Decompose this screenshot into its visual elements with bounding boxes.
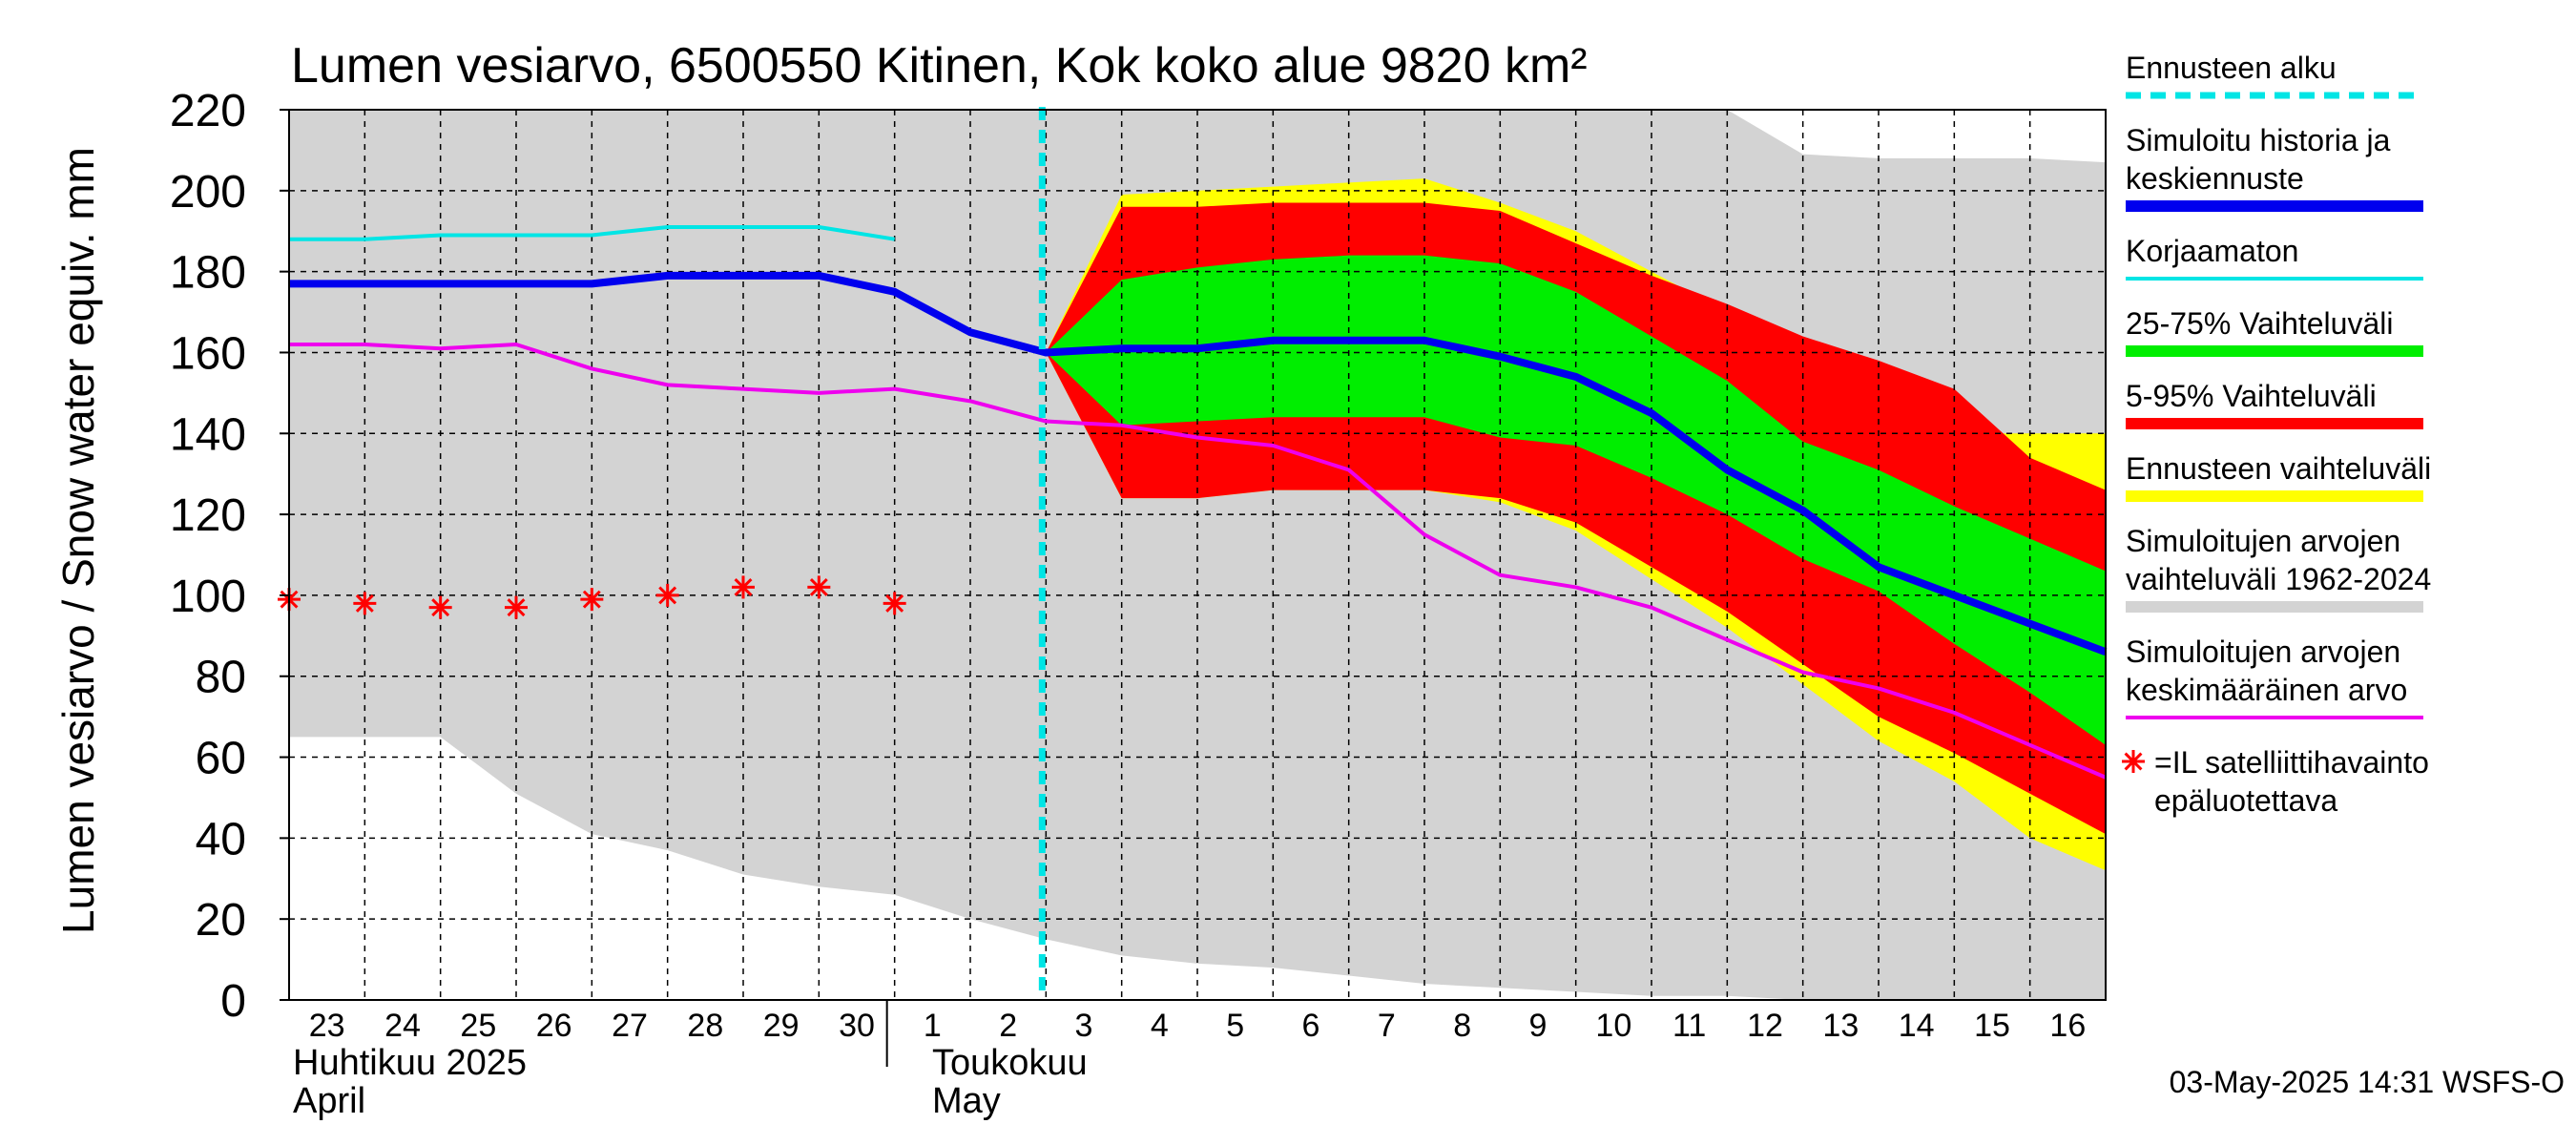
legend-label: Simuloitu historia ja — [2126, 123, 2391, 157]
x-tick-label: 27 — [612, 1008, 648, 1044]
legend-label: Simuloitujen arvojen — [2126, 524, 2400, 558]
x-tick-label: 4 — [1151, 1008, 1169, 1044]
y-tick-label: 40 — [196, 814, 246, 864]
y-tick-label: 80 — [196, 653, 246, 703]
chart-title: Lumen vesiarvo, 6500550 Kitinen, Kok kok… — [291, 38, 1588, 94]
satellite-observation-marker — [883, 592, 906, 615]
x-tick-label: 1 — [924, 1008, 942, 1044]
series-line — [289, 342, 2107, 780]
legend-item: 25-75% Vaihteluväli — [2126, 306, 2423, 357]
legend-item: Ennusteen vaihteluväli — [2126, 451, 2431, 502]
y-tick-label: 140 — [170, 409, 246, 460]
legend-label: 25-75% Vaihteluväli — [2126, 306, 2393, 341]
series-line — [289, 271, 2108, 656]
satellite-observation-marker — [353, 592, 377, 615]
x-tick-label: 12 — [1747, 1008, 1783, 1044]
month-label: Huhtikuu 2025 — [293, 1043, 527, 1083]
satellite-observation-marker — [580, 588, 604, 612]
y-tick-label: 220 — [170, 86, 246, 136]
month-label: May — [932, 1081, 1001, 1121]
y-axis-label: Lumen vesiarvo / Snow water equiv. mm — [53, 147, 103, 934]
range-25-75-band — [1046, 255, 2106, 745]
x-tick-label: 8 — [1453, 1008, 1471, 1044]
legend-label: =IL satelliittihavainto — [2154, 745, 2429, 780]
x-tick-label: 25 — [460, 1008, 496, 1044]
x-tick-label: 9 — [1529, 1008, 1548, 1044]
satellite-observation-marker — [505, 595, 528, 619]
legend-label: Ennusteen vaihteluväli — [2126, 451, 2431, 486]
x-tick-label: 30 — [839, 1008, 875, 1044]
legend-label: Ennusteen alku — [2126, 51, 2337, 85]
legend-item: Ennusteen alku — [2126, 51, 2423, 99]
y-tick-label: 180 — [170, 248, 246, 299]
x-tick-label: 5 — [1226, 1008, 1244, 1044]
x-tick-label: 14 — [1899, 1008, 1935, 1044]
y-tick-label: 200 — [170, 167, 246, 218]
x-tick-label: 3 — [1075, 1008, 1093, 1044]
satellite-observation-marker — [732, 575, 755, 599]
x-tick-label: 15 — [1974, 1008, 2010, 1044]
legend-item: Simuloitujen arvojen vaihteluväli 1962-20… — [2126, 524, 2431, 613]
legend-label: epäluotettava — [2154, 783, 2337, 818]
timestamp-footer: 03-May-2025 14:31 WSFS-O — [2170, 1065, 2565, 1099]
x-tick-label: 28 — [687, 1008, 723, 1044]
y-tick-label: 20 — [196, 895, 246, 946]
x-tick-label: 16 — [2049, 1008, 2086, 1044]
legend-label: keskiennuste — [2126, 161, 2304, 196]
y-tick-label: 0 — [220, 976, 246, 1027]
y-tick-label: 160 — [170, 328, 246, 379]
legend-label: Simuloitujen arvojen — [2126, 635, 2400, 669]
month-label: Toukokuu — [932, 1043, 1088, 1083]
x-tick-label: 2 — [999, 1008, 1017, 1044]
x-tick-label: 13 — [1822, 1008, 1859, 1044]
legend-item: 5-95% Vaihteluväli — [2126, 379, 2423, 429]
legend-item: Simuloitu historia ja keskiennuste — [2126, 123, 2423, 212]
satellite-observation-marker — [807, 575, 831, 599]
x-tick-label: 29 — [763, 1008, 800, 1044]
x-tick-label: 26 — [536, 1008, 572, 1044]
x-tick-label: 23 — [309, 1008, 345, 1044]
legend-item: Simuloitujen arvojen keskimääräinen arvo — [2126, 635, 2423, 719]
month-label: April — [293, 1081, 365, 1121]
legend: Ennusteen alku Simuloitu historia ja keski… — [2122, 51, 2431, 818]
legend-item: Korjaamaton — [2126, 234, 2423, 281]
y-tick-label: 120 — [170, 490, 246, 541]
x-tick-label: 24 — [384, 1008, 421, 1044]
legend-label: vaihteluväli 1962-2024 — [2126, 562, 2431, 596]
y-tick-label: 100 — [170, 572, 246, 622]
plot-frame — [288, 109, 2107, 1001]
x-tick-label: 10 — [1595, 1008, 1631, 1044]
series-line — [289, 224, 895, 241]
y-tick-label: 60 — [196, 734, 246, 784]
legend-marker — [2122, 750, 2145, 773]
satellite-observation-marker — [428, 595, 452, 619]
x-tick-label: 6 — [1302, 1008, 1320, 1044]
satellite-observation-marker — [655, 583, 679, 607]
legend-label: keskimääräinen arvo — [2126, 673, 2407, 707]
x-tick-label: 7 — [1378, 1008, 1396, 1044]
legend-label: 5-95% Vaihteluväli — [2126, 379, 2377, 413]
x-tick-label: 11 — [1672, 1008, 1706, 1044]
legend-label: Korjaamaton — [2126, 234, 2298, 268]
